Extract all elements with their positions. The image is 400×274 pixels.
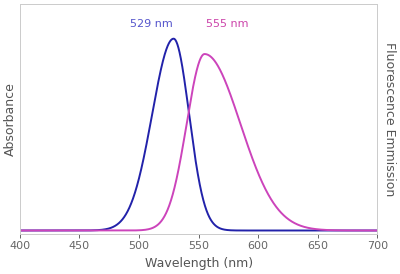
Y-axis label: Fluorescence Emmission: Fluorescence Emmission	[383, 42, 396, 196]
Y-axis label: Absorbance: Absorbance	[4, 82, 17, 156]
X-axis label: Wavelength (nm): Wavelength (nm)	[144, 257, 253, 270]
Text: 529 nm: 529 nm	[130, 19, 172, 29]
Text: 555 nm: 555 nm	[206, 19, 248, 29]
